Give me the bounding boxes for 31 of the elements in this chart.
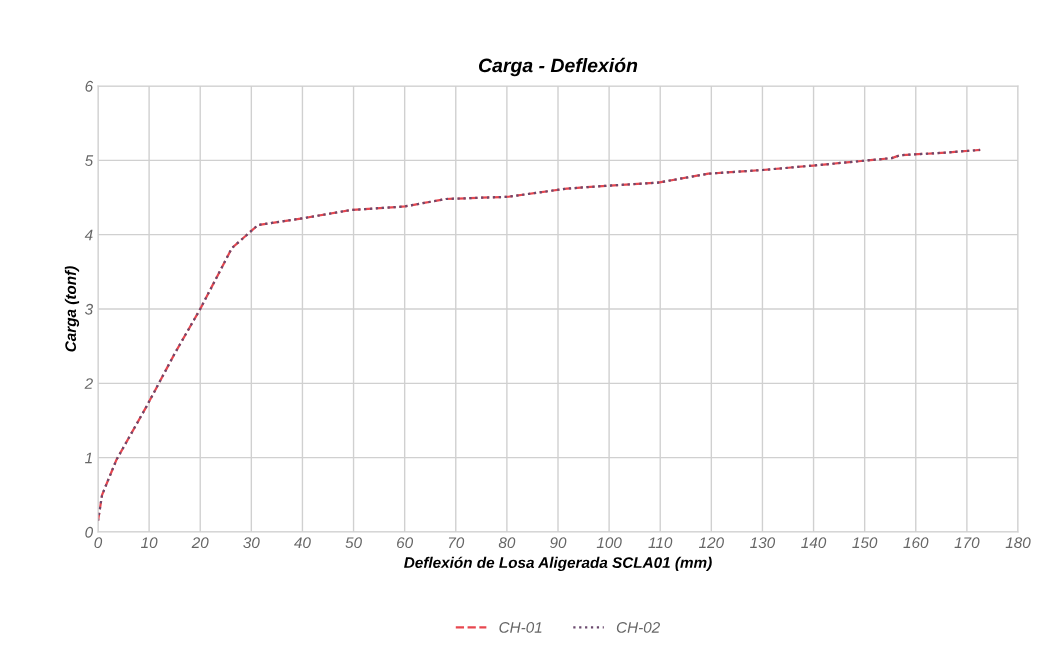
x-tick-label: 40 — [294, 537, 311, 549]
x-axis-title: Deflexión de Losa Aligerada SCLA01 (mm) — [404, 556, 712, 572]
x-tick-label: 30 — [243, 537, 260, 549]
legend-label: CH-01 — [499, 621, 542, 633]
x-tick-label: 80 — [498, 537, 516, 549]
x-tick-label: 140 — [801, 537, 827, 549]
y-tick-label: 1 — [85, 452, 92, 464]
legend-label: CH-02 — [616, 621, 660, 633]
x-tick-label: 180 — [1005, 537, 1031, 549]
x-tick-label: 70 — [448, 537, 465, 549]
y-tick-label: 0 — [85, 526, 94, 538]
x-tick-label: 130 — [750, 537, 776, 549]
x-tick-label: 170 — [954, 537, 980, 549]
chart-title: Carga - Deflexión — [479, 57, 638, 77]
x-tick-label: 90 — [550, 537, 567, 549]
y-axis-title: Carga (tonf) — [64, 266, 80, 352]
x-tick-label: 100 — [596, 537, 622, 549]
x-tick-label: 0 — [94, 537, 103, 549]
x-tick-label: 160 — [903, 537, 929, 549]
x-tick-label: 60 — [397, 537, 414, 549]
x-tick-label: 120 — [698, 537, 724, 549]
x-tick-label: 110 — [648, 537, 673, 549]
y-tick-label: 4 — [84, 229, 93, 241]
x-tick-label: 20 — [191, 537, 209, 549]
x-tick-label: 10 — [141, 537, 158, 549]
y-tick-label: 5 — [84, 155, 94, 167]
y-tick-label: 2 — [84, 378, 93, 389]
x-tick-label: 150 — [852, 537, 878, 549]
x-tick-label: 50 — [345, 537, 362, 549]
y-tick-label: 3 — [85, 303, 94, 315]
y-tick-label: 6 — [85, 80, 94, 92]
